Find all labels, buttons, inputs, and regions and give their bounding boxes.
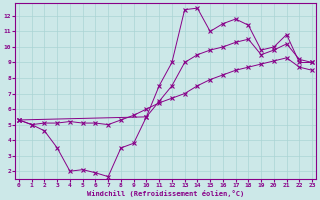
X-axis label: Windchill (Refroidissement éolien,°C): Windchill (Refroidissement éolien,°C) [87,190,244,197]
